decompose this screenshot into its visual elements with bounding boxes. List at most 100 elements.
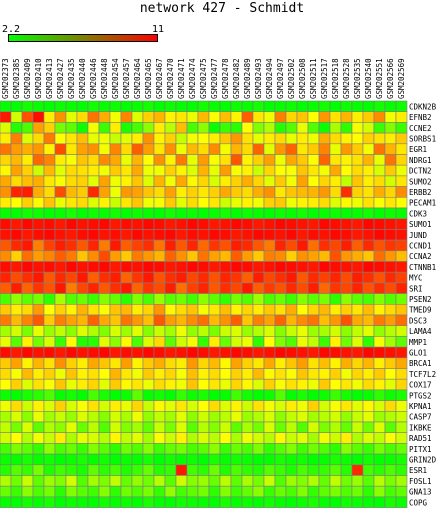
heatmap-cell — [131, 378, 144, 391]
heatmap-cell — [43, 207, 56, 219]
heatmap-cell — [329, 443, 342, 455]
heatmap-cell — [131, 443, 144, 455]
heatmap-cell — [340, 485, 353, 498]
heatmap-cell — [109, 154, 122, 166]
heatmap-cell — [109, 143, 122, 155]
heatmap-cell — [32, 336, 45, 348]
heatmap-cell — [329, 485, 342, 498]
heatmap-cell — [142, 443, 155, 455]
heatmap-cell — [131, 132, 144, 145]
heatmap-cell — [252, 464, 265, 476]
heatmap-cell — [54, 496, 67, 508]
heatmap-cell — [153, 443, 166, 455]
heatmap-cell — [21, 229, 34, 241]
heatmap-cell — [263, 410, 276, 423]
heatmap-cell — [241, 368, 254, 380]
heatmap-cell — [241, 271, 254, 284]
heatmap-cell — [384, 239, 397, 252]
heatmap-cell — [208, 218, 221, 230]
heatmap-cell — [230, 443, 243, 455]
heatmap-cell — [197, 475, 210, 487]
heatmap-cell — [109, 389, 122, 401]
heatmap-cell — [219, 282, 232, 294]
heatmap-cell — [329, 207, 342, 219]
heatmap-cell — [230, 346, 243, 359]
heatmap-cell — [296, 218, 309, 230]
heatmap-cell — [76, 207, 89, 219]
heatmap-cell — [87, 325, 100, 337]
heatmap-cell — [87, 421, 100, 433]
heatmap-cell — [285, 186, 298, 198]
heatmap-cell — [373, 218, 386, 230]
heatmap-cell — [54, 122, 67, 134]
heatmap-cell — [252, 368, 265, 380]
heatmap-cell — [186, 100, 199, 112]
heatmap-cell — [274, 164, 287, 177]
heatmap-cell — [351, 368, 364, 380]
heatmap-cell — [340, 229, 353, 241]
heatmap-cell — [98, 336, 111, 348]
heatmap-cell — [0, 389, 12, 401]
heatmap-cell — [285, 336, 298, 348]
heatmap-cell — [340, 132, 353, 145]
heatmap-cell — [76, 250, 89, 262]
heatmap-cell — [21, 378, 34, 391]
heatmap-cell — [131, 229, 144, 241]
heatmap-cell — [76, 453, 89, 466]
heatmap-cell — [76, 443, 89, 455]
heatmap-cell — [87, 111, 100, 123]
heatmap-cell — [54, 207, 67, 219]
heatmap-cell — [351, 389, 364, 401]
heatmap-cell — [384, 164, 397, 177]
heatmap-cell — [131, 154, 144, 166]
heatmap-cell — [263, 336, 276, 348]
heatmap-cell — [340, 261, 353, 273]
row-label: RAD51 — [409, 434, 432, 443]
heatmap-cell — [329, 282, 342, 294]
heatmap-cell — [285, 154, 298, 166]
heatmap-cell — [285, 496, 298, 508]
heatmap-cell — [351, 250, 364, 262]
heatmap-cell — [131, 314, 144, 326]
heatmap-cell — [307, 453, 320, 466]
heatmap-cell — [340, 186, 353, 198]
heatmap-cell — [153, 100, 166, 112]
heatmap-cell — [241, 282, 254, 294]
heatmap-cell — [0, 453, 12, 466]
column-label: GSM202535 — [353, 58, 362, 99]
heatmap-cell — [384, 314, 397, 326]
heatmap-cell — [164, 271, 177, 284]
heatmap-cell — [274, 432, 287, 444]
heatmap-cell — [54, 132, 67, 145]
heatmap-cell — [285, 464, 298, 476]
heatmap-cell — [362, 132, 375, 145]
heatmap-cell — [263, 143, 276, 155]
heatmap-cell — [230, 239, 243, 252]
heatmap-cell — [252, 186, 265, 198]
heatmap-cell — [340, 400, 353, 412]
heatmap-cell — [87, 207, 100, 219]
heatmap-cell — [32, 346, 45, 359]
heatmap-cell — [285, 282, 298, 294]
heatmap-cell — [76, 421, 89, 433]
heatmap-cell — [142, 261, 155, 273]
heatmap-cell — [241, 164, 254, 177]
column-label: GSM202470 — [166, 58, 175, 99]
heatmap-cell — [54, 410, 67, 423]
heatmap-cell — [43, 218, 56, 230]
heatmap-cell — [351, 357, 364, 369]
heatmap-cell — [263, 432, 276, 444]
heatmap-cell — [362, 250, 375, 262]
heatmap-cell — [373, 389, 386, 401]
heatmap-cell — [208, 336, 221, 348]
heatmap-cell — [351, 485, 364, 498]
heatmap-cell — [0, 175, 12, 187]
heatmap-cell — [318, 100, 331, 112]
heatmap-cell — [318, 186, 331, 198]
heatmap-cell — [384, 357, 397, 369]
heatmap-cell — [164, 314, 177, 326]
heatmap-cell — [285, 218, 298, 230]
heatmap-cell — [32, 303, 45, 316]
heatmap-cell — [21, 314, 34, 326]
heatmap-cell — [175, 154, 188, 166]
